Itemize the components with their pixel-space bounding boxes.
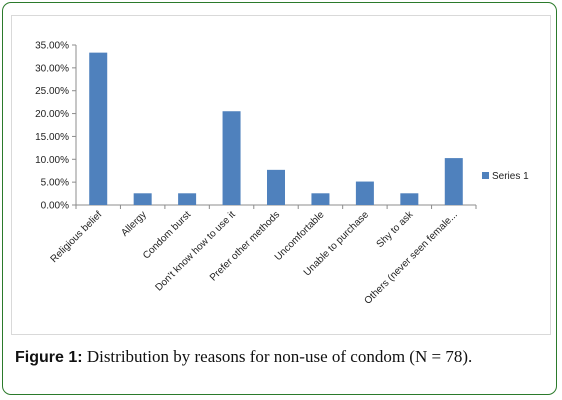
legend-swatch [482, 172, 489, 179]
caption-label: Figure 1: [15, 349, 83, 366]
y-tick-label: 0.00% [41, 201, 69, 212]
y-tick-label: 20.00% [35, 109, 69, 120]
y-tick-label: 30.00% [35, 63, 69, 74]
bar [311, 193, 330, 205]
bar [133, 193, 152, 205]
bar [89, 52, 108, 206]
category-label: Don't know how to use it [153, 209, 237, 293]
category-label: Religious belief [49, 209, 105, 265]
bar-chart: 0.00% 5.00% 10.00% 15.00% 20.00% 25.00% 30.00%… [35, 41, 529, 307]
bar [444, 158, 463, 205]
bar [178, 193, 197, 205]
category-label: Shy to ask [375, 209, 416, 250]
y-tick-label: 5.00% [41, 178, 69, 189]
chart-area: 0.00% 5.00% 10.00% 15.00% 20.00% 25.00% 30.00%… [11, 15, 551, 335]
y-tick-label: 35.00% [35, 41, 69, 52]
category-label: Allergy [119, 209, 148, 238]
figure-caption: Figure 1: Distribution by reasons for no… [15, 347, 555, 367]
bar [222, 111, 241, 205]
y-tick-label: 15.00% [35, 132, 69, 143]
bar [355, 181, 374, 205]
y-tick-label: 10.00% [35, 155, 69, 166]
legend-label: Series 1 [492, 171, 529, 182]
caption-text: Distribution by reasons for non-use of c… [82, 347, 473, 366]
bar [400, 193, 419, 205]
bar [267, 169, 285, 205]
y-tick-label: 25.00% [35, 86, 69, 97]
figure-frame: 0.00% 5.00% 10.00% 15.00% 20.00% 25.00% 30.00%… [2, 2, 557, 395]
category-label: Others (never seen female... [363, 209, 460, 306]
